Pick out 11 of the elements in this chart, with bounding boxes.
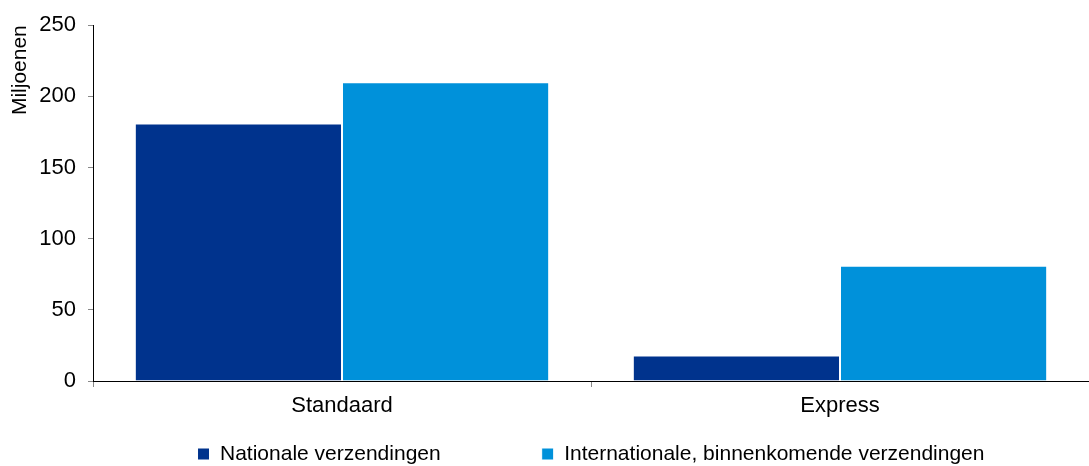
x-tick-label: Standaard xyxy=(291,392,393,418)
y-tick-label: 0 xyxy=(63,367,76,393)
y-tick-label: 100 xyxy=(39,224,76,250)
y-tick-label: 250 xyxy=(39,11,76,37)
x-tick-label: Express xyxy=(800,392,880,418)
y-axis-title: Miljoenen xyxy=(7,25,31,116)
legend-label: Nationale verzendingen xyxy=(220,440,441,464)
y-tick-label: 200 xyxy=(39,82,76,108)
y-tick-label: 150 xyxy=(39,153,76,179)
y-tick-label: 50 xyxy=(51,295,76,321)
legend-label: Internationale, binnenkomende verzendingen xyxy=(564,440,985,464)
